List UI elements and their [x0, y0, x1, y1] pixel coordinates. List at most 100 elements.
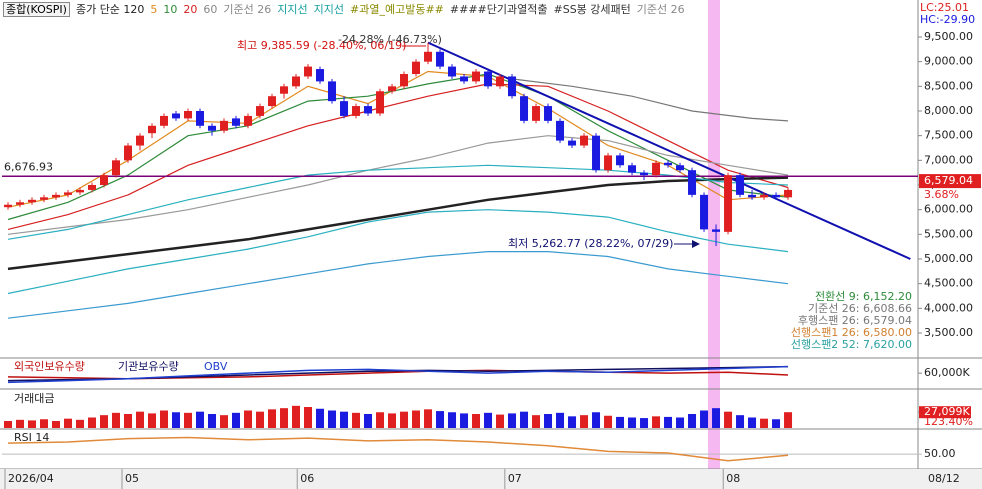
volume-bar — [196, 411, 205, 428]
candle-body — [64, 192, 73, 195]
volume-bar — [52, 421, 61, 428]
legend-entry: 지지선 — [313, 3, 345, 16]
indicator-line — [7, 135, 789, 235]
legend-entry: 60 — [203, 3, 218, 16]
candle-body — [352, 106, 361, 116]
candle-body — [748, 194, 757, 198]
legend-entry: 기준선 26 — [636, 3, 685, 16]
volume-bar — [484, 412, 493, 428]
candle-body — [256, 106, 265, 116]
indicator-line — [7, 176, 789, 271]
legend-entry: 5 — [150, 3, 158, 16]
candle-body — [604, 155, 613, 171]
volume-bar — [688, 414, 697, 428]
candle-body — [160, 115, 169, 126]
volume-bar — [136, 411, 145, 428]
volume-bar — [280, 408, 289, 428]
pane-legend: 외국인보유수량 — [14, 360, 85, 373]
legend: 종합(KOSPI) 종가 단순 120 5 10 20 60 기준선 26 지지선 지지선 #과열… — [3, 1, 691, 17]
candle-body — [616, 155, 625, 166]
volume-bar — [700, 410, 709, 428]
date-bar — [0, 469, 982, 489]
pane-line — [7, 365, 789, 384]
volume-bar — [292, 405, 301, 428]
candle-body — [472, 71, 481, 82]
symbol: 종합(KOSPI) — [3, 2, 70, 17]
pane-tick-box — [919, 406, 971, 419]
candle-body — [508, 76, 517, 97]
candle-body — [280, 86, 289, 94]
candle-body — [568, 140, 577, 146]
volume-bar — [28, 420, 37, 428]
candle-body — [496, 76, 505, 87]
candle-body — [688, 170, 697, 195]
candle-body — [52, 194, 61, 198]
indicator-line — [7, 251, 789, 319]
candle-body — [628, 165, 637, 173]
candle-body — [100, 175, 109, 185]
volume-bar — [712, 408, 721, 428]
candle-body — [172, 113, 181, 119]
volume-bar — [148, 413, 157, 428]
ichimoku-legend: 후행스팬 26: 6,579.04 — [798, 314, 912, 327]
candle-body — [340, 101, 349, 116]
volume-bar — [664, 416, 673, 428]
volume-bar — [784, 412, 793, 428]
candle-body — [772, 194, 781, 198]
candle-body — [484, 71, 493, 87]
low-arrowhead — [692, 240, 700, 248]
legend-entry: ####단기과열적출 — [449, 3, 548, 16]
volume-bar — [160, 410, 169, 428]
candle-body — [436, 51, 445, 67]
volume-bar — [748, 417, 757, 428]
pane-title: RSI 14 — [14, 431, 49, 444]
volume-bar — [436, 411, 445, 428]
volume-bar — [40, 419, 49, 428]
volume-bar — [304, 407, 313, 428]
volume-bar — [124, 414, 133, 428]
volume-bar — [208, 414, 217, 428]
y-tick-label: 3,500.00 — [924, 326, 973, 339]
pane-title: 거래대금 — [14, 392, 54, 405]
volume-bar — [268, 409, 277, 428]
volume-bar — [592, 412, 601, 428]
volume-bar — [400, 411, 409, 428]
last-price-box — [919, 174, 981, 189]
candle-body — [28, 199, 37, 203]
candle-body — [724, 175, 733, 232]
candle-body — [364, 106, 373, 114]
volume-bar — [760, 418, 769, 428]
volume-bar — [340, 411, 349, 428]
volume-bar — [316, 408, 325, 428]
x-tick-label: 06 — [300, 472, 314, 485]
volume-bar — [568, 416, 577, 428]
candle-body — [136, 135, 145, 146]
volume-bar — [676, 417, 685, 428]
volume-bar — [556, 412, 565, 428]
pane-tick-label: 27,099K — [924, 405, 970, 418]
y-tick-label: 7,000.00 — [924, 153, 973, 166]
hc-label: HC:-29.90 — [920, 13, 975, 26]
candle-body — [316, 69, 325, 82]
indicator-line — [7, 70, 789, 208]
candle-body — [232, 118, 241, 126]
candle-body — [520, 96, 529, 121]
lc-label: LC:25.01 — [920, 1, 969, 14]
volume-bar — [424, 409, 433, 428]
ichimoku-legend: 선행스팬2 52: 7,620.00 — [791, 338, 912, 351]
candle-body — [184, 110, 193, 119]
legend-entry: 10 — [163, 3, 178, 16]
candle-body — [304, 66, 313, 77]
x-tick-label: 2026/04 — [8, 472, 54, 485]
candle-body — [328, 81, 337, 102]
candle-body — [268, 96, 277, 107]
candle-body — [664, 162, 673, 166]
legend-entry: 종가 단순 120 — [75, 3, 145, 16]
x-tick-label: 07 — [508, 472, 522, 485]
y-tick-label: 5,000.00 — [924, 252, 973, 265]
volume-bar — [112, 412, 121, 428]
volume-bar — [328, 410, 337, 428]
volume-bar — [616, 416, 625, 428]
volume-bar — [724, 411, 733, 428]
volume-bar — [460, 413, 469, 428]
